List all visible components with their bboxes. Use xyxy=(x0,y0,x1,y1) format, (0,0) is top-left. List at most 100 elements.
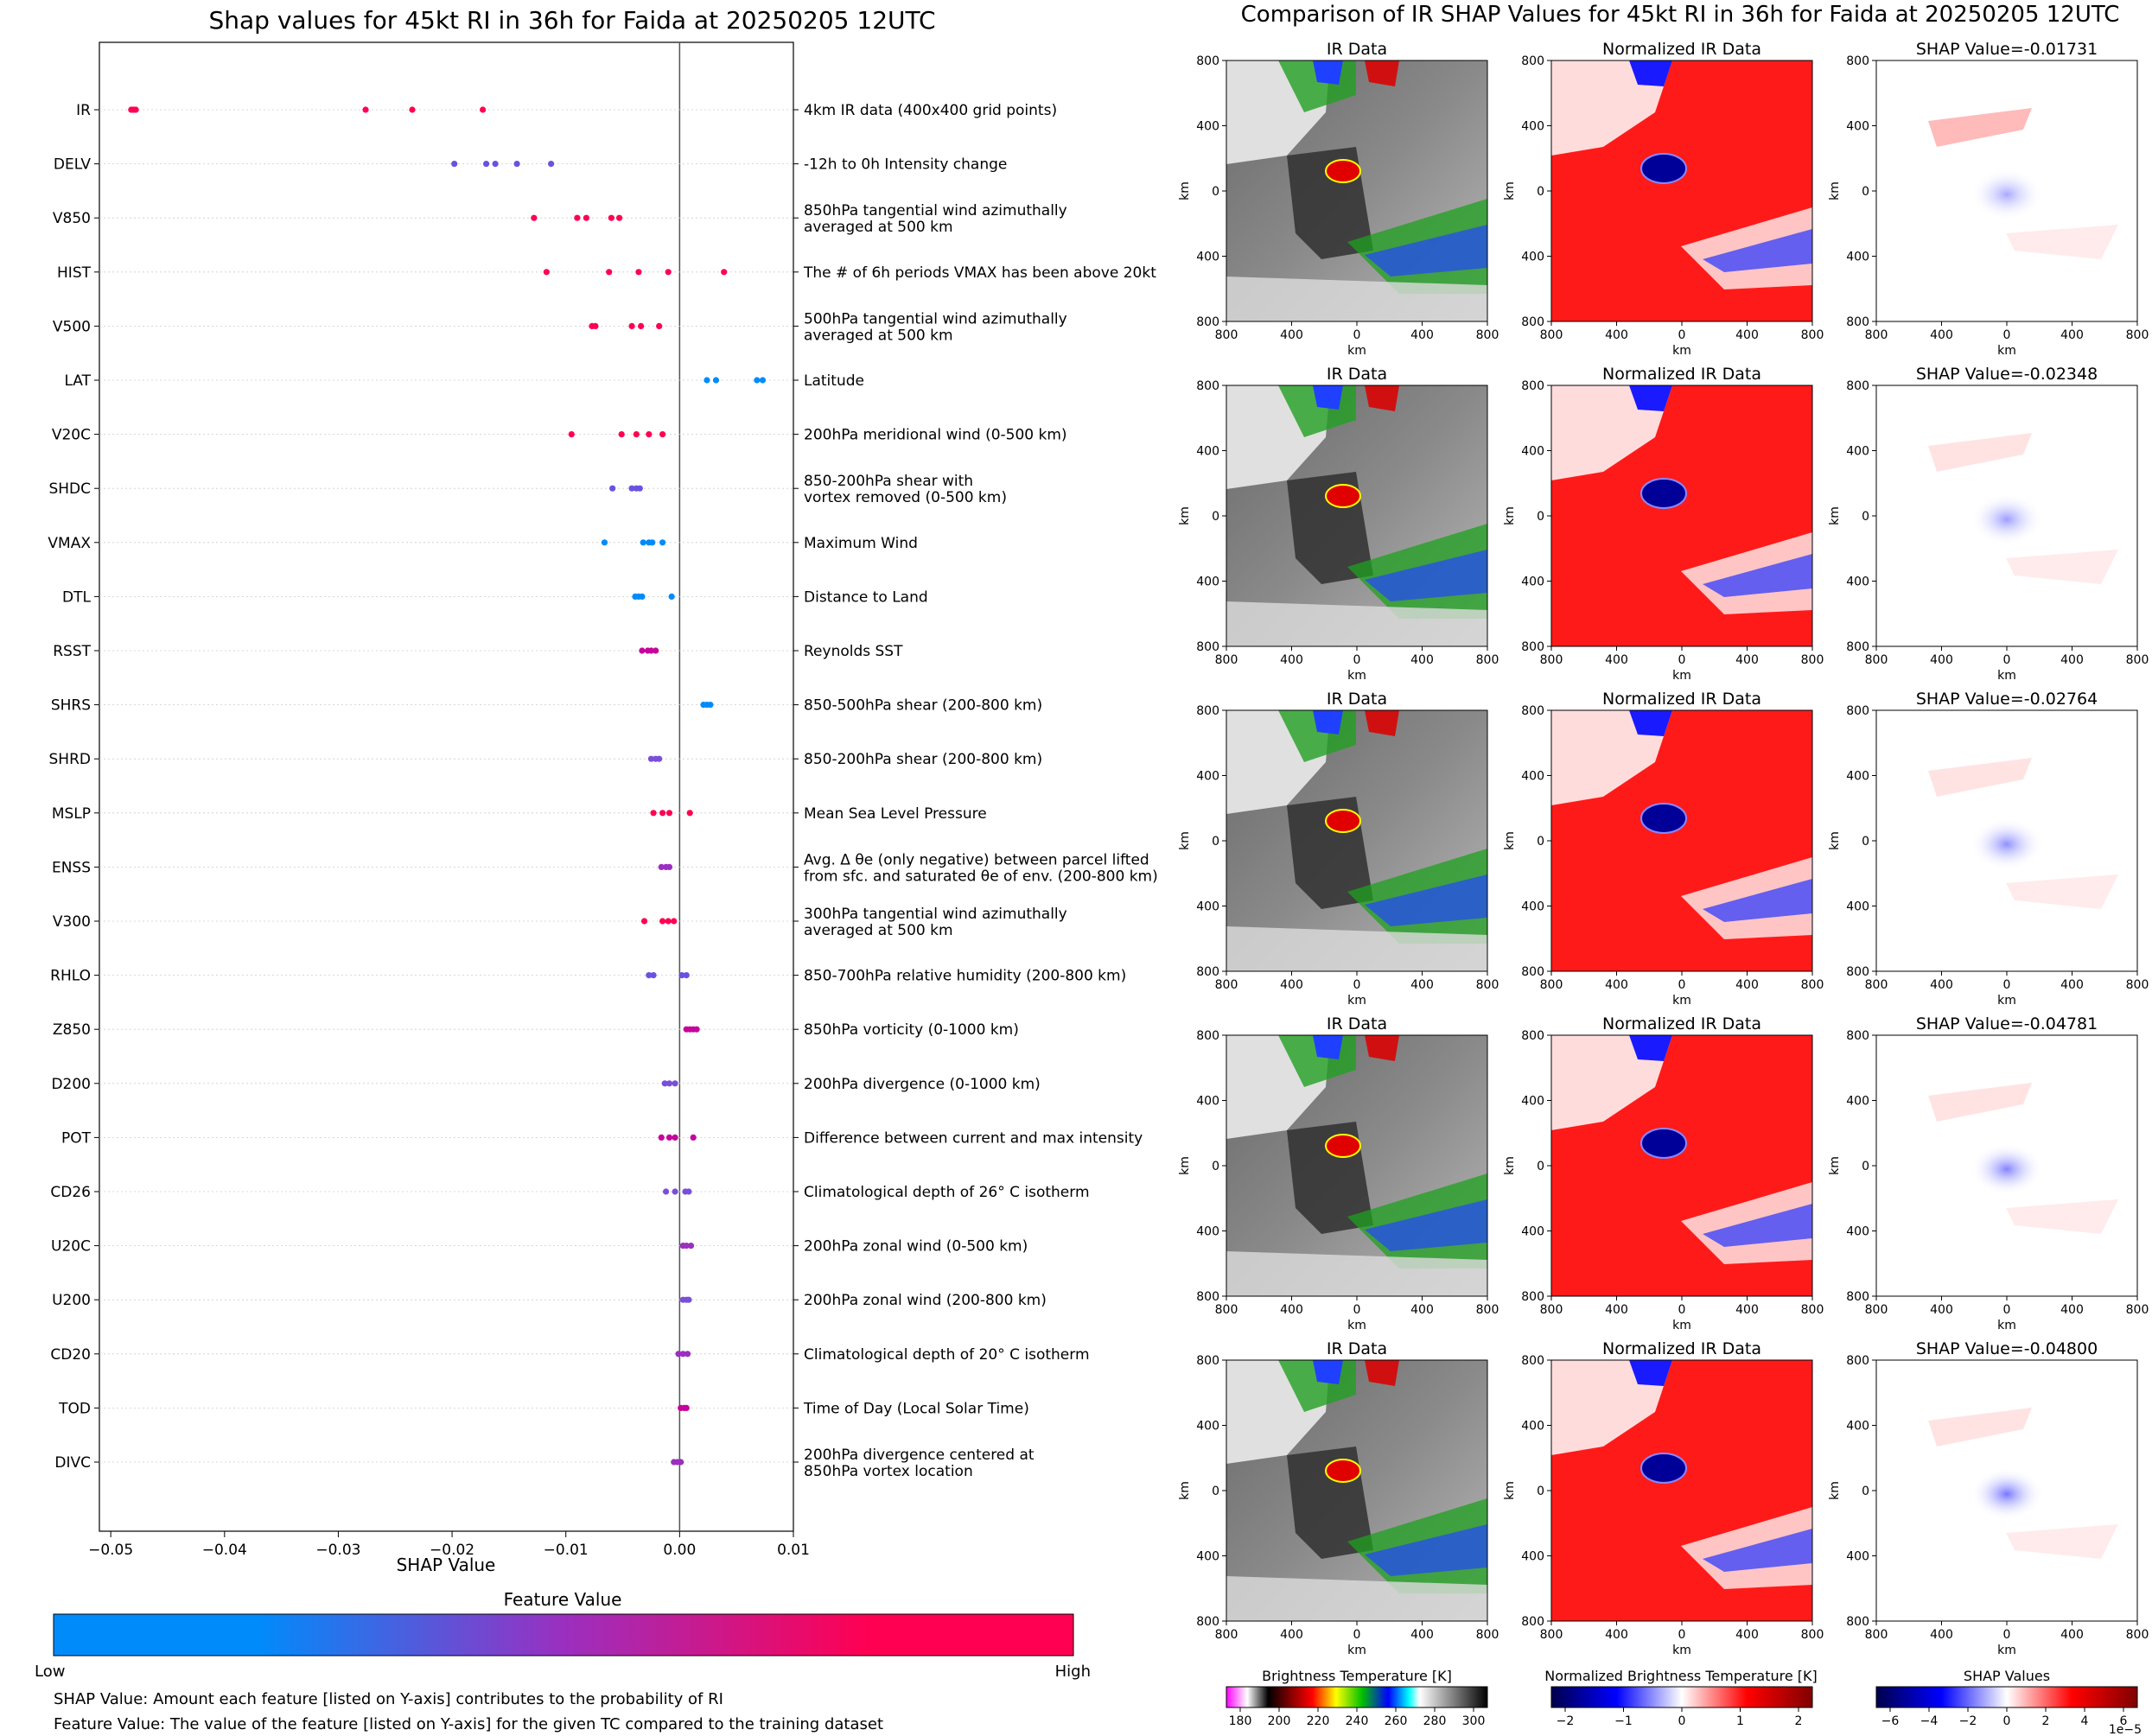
feature-desc-enss: from sfc. and saturated θe of env. (200-… xyxy=(804,868,1158,885)
feature-desc-shdc: vortex removed (0-500 km) xyxy=(804,489,1007,506)
y-tick-label: 800 xyxy=(1521,379,1544,393)
y-tick-label: 400 xyxy=(1521,120,1544,134)
x-axis-label: km xyxy=(1997,1319,2016,1332)
norm-band-core xyxy=(1703,879,1812,922)
norm-cold-region xyxy=(1629,710,1672,736)
x-tick-label: 400 xyxy=(1605,978,1628,992)
feature-desc-v850: 850hPa tangential wind azimuthally xyxy=(804,202,1067,219)
y-tick-label: 800 xyxy=(1521,965,1544,979)
shap-point-v20c xyxy=(646,431,653,438)
shap-point-cd20 xyxy=(675,1351,682,1358)
norm-band-core xyxy=(1703,554,1812,597)
y-tick-label: 800 xyxy=(1521,640,1544,654)
shap-point-mslp xyxy=(659,810,666,817)
x-tick-label: 400 xyxy=(1605,653,1628,667)
y-tick-label: 800 xyxy=(1196,54,1219,68)
cold-band-core xyxy=(1365,225,1487,277)
y-axis-label: km xyxy=(1178,1481,1192,1500)
y-tick-label: 400 xyxy=(1196,1095,1219,1109)
colorbar-tick-label: 2 xyxy=(2042,1714,2050,1728)
shap-positive-band xyxy=(2006,1199,2118,1234)
shap-point-shrd xyxy=(656,755,663,762)
y-tick-label: 400 xyxy=(1521,900,1544,914)
x-tick-label: −0.05 xyxy=(88,1542,133,1559)
x-tick-label: 0 xyxy=(2003,328,2011,342)
shap-point-rhlo xyxy=(678,972,685,979)
shap-point-pot xyxy=(665,1134,673,1141)
x-tick-label: 400 xyxy=(1735,653,1759,667)
x-tick-label: 400 xyxy=(1280,328,1303,342)
shap-points xyxy=(128,106,767,1466)
feature-desc-v20c: 200hPa meridional wind (0-500 km) xyxy=(804,427,1067,444)
y-tick-label: 400 xyxy=(1846,1420,1869,1434)
left-plot-frame xyxy=(99,41,794,1532)
x-tick-label: −0.03 xyxy=(315,1542,360,1559)
x-tick-label: 400 xyxy=(1605,1628,1628,1642)
y-axis-label: km xyxy=(1178,1156,1192,1175)
shap-point-delv xyxy=(548,161,555,168)
y-tick-label: 800 xyxy=(1521,1290,1544,1304)
feature-label-shrs: SHRS xyxy=(51,697,91,715)
feature-label-v500: V500 xyxy=(53,318,91,335)
map-panel-r3-c2: 80080040040000400400800800kmkmNormalized… xyxy=(1503,690,1824,1008)
shap-colorbar xyxy=(1875,1686,2138,1708)
y-tick-label: 800 xyxy=(1521,1029,1544,1043)
x-tick-label: 800 xyxy=(1865,1628,1888,1642)
warm-surface xyxy=(1226,277,1487,321)
feature-desc-cd20: Climatological depth of 20° C isotherm xyxy=(804,1346,1090,1364)
shap-point-u200 xyxy=(685,1296,692,1303)
feature-descriptions: 4km IR data (400x400 grid points) -12h to… xyxy=(803,102,1158,1480)
y-tick-label: 400 xyxy=(1196,900,1219,914)
y-tick-label: 400 xyxy=(1846,900,1869,914)
shap-point-lat xyxy=(754,377,761,384)
feature-desc-divc: 850hPa vortex location xyxy=(804,1463,973,1480)
shap-point-u20c xyxy=(687,1243,695,1250)
feature-desc-dtl: Distance to Land xyxy=(804,588,928,606)
y-tick-label: 800 xyxy=(1196,1354,1219,1368)
feature-label-tod: TOD xyxy=(58,1400,91,1417)
y-axis-label: km xyxy=(1828,831,1842,850)
colorbar-tick-label: 280 xyxy=(1423,1714,1447,1728)
x-tick-label: 400 xyxy=(2060,328,2084,342)
x-tick-label: 0.00 xyxy=(663,1542,696,1559)
shap-point-mslp xyxy=(665,810,673,817)
shap-point-v500 xyxy=(656,322,663,329)
feature-colorbar xyxy=(53,1613,1074,1657)
colorbar-tick-label: 2 xyxy=(1795,1714,1803,1728)
x-tick-label: 0 xyxy=(2003,978,2011,992)
feature-desc-u20c: 200hPa zonal wind (0-500 km) xyxy=(804,1238,1028,1256)
x-tick-label: 800 xyxy=(1476,653,1499,667)
y-tick-label: 400 xyxy=(1846,1225,1869,1239)
x-tick-label: 800 xyxy=(2126,1628,2149,1642)
y-tick-label: 400 xyxy=(1846,1550,1869,1564)
x-tick-label: 400 xyxy=(1605,328,1628,342)
x-axis-label: km xyxy=(1347,1319,1366,1332)
x-tick-label: 400 xyxy=(2060,1628,2084,1642)
shap-point-cd26 xyxy=(685,1188,692,1195)
x-tick-label: 800 xyxy=(1476,328,1499,342)
feature-label-cd20: CD20 xyxy=(50,1346,91,1364)
shap-point-divc xyxy=(678,1459,684,1466)
shap-point-v850 xyxy=(574,214,581,221)
y-tick-label: 400 xyxy=(1196,1420,1219,1434)
x-tick-label: 800 xyxy=(2126,653,2149,667)
y-axis-label: km xyxy=(1178,831,1192,850)
shap-point-delv xyxy=(492,161,499,168)
y-tick-label: 400 xyxy=(1196,1225,1219,1239)
shap-point-rhlo xyxy=(650,972,657,979)
shap-point-v500 xyxy=(638,322,645,329)
shap-point-z850 xyxy=(693,1026,700,1033)
shap-positive-region xyxy=(1928,1083,2032,1122)
feature-label-mslp: MSLP xyxy=(52,805,91,823)
norm-cold-region xyxy=(1629,385,1672,411)
y-tick-label: 400 xyxy=(1521,1225,1544,1239)
shap-point-hist xyxy=(665,269,672,276)
x-tick-label: 800 xyxy=(1215,978,1238,992)
shap-point-v20c xyxy=(618,431,625,438)
x-axis-label: km xyxy=(1997,994,2016,1008)
shap-negative-blob xyxy=(1971,1143,2043,1195)
